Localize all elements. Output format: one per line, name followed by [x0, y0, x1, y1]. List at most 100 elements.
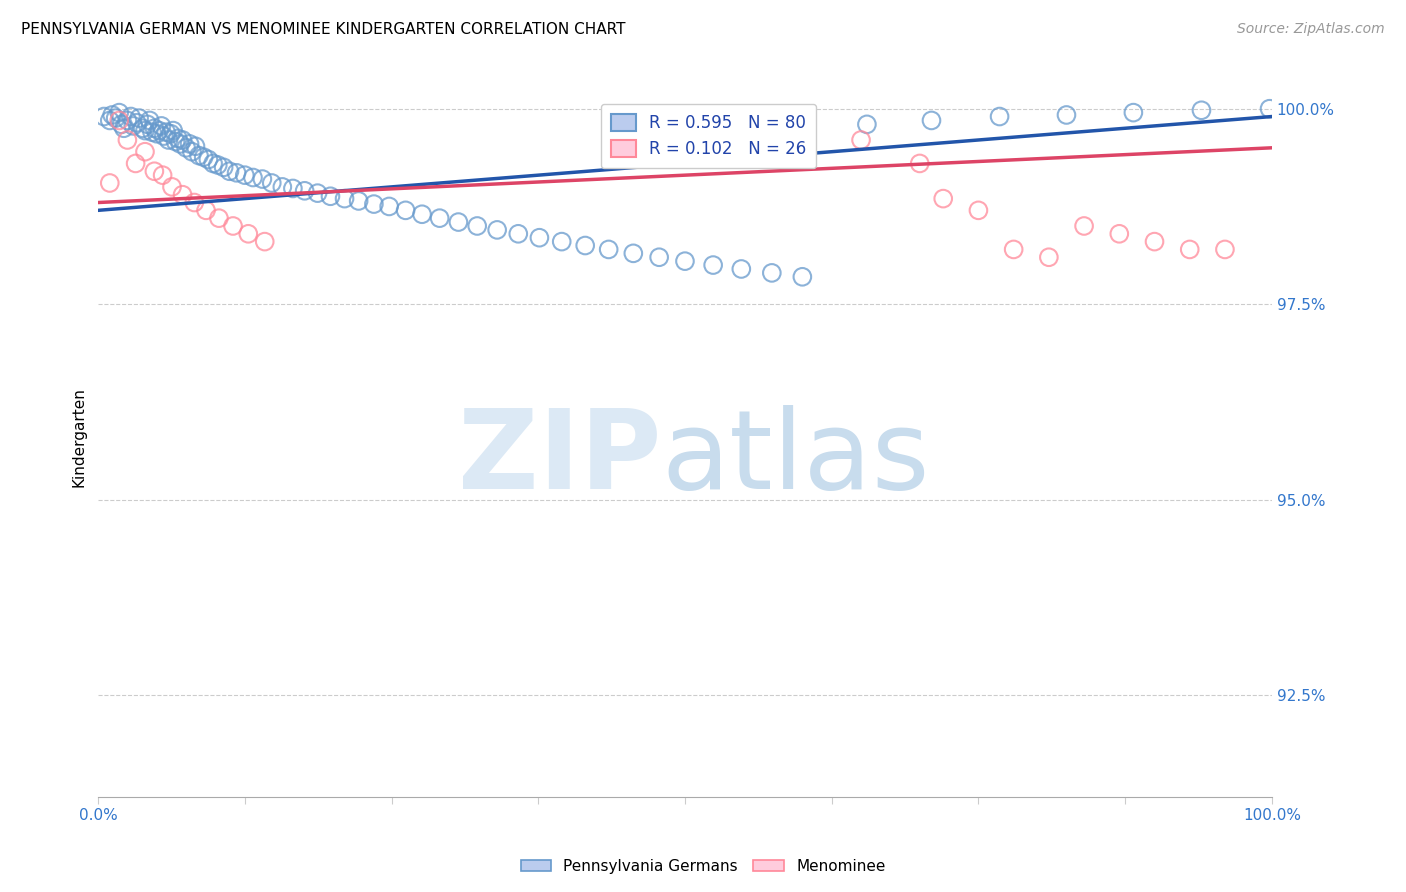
Point: [908, 156, 931, 170]
Point: [252, 172, 274, 186]
Point: [792, 269, 814, 284]
Point: [378, 199, 401, 213]
Legend: R = 0.595   N = 80, R = 0.102   N = 26: R = 0.595 N = 80, R = 0.102 N = 26: [600, 103, 817, 169]
Point: [143, 121, 166, 136]
Point: [1122, 105, 1144, 120]
Point: [218, 164, 240, 178]
Point: [117, 133, 139, 147]
Point: [162, 123, 184, 137]
Point: [1213, 243, 1236, 257]
Point: [849, 133, 872, 147]
Point: [138, 113, 160, 128]
Point: [134, 145, 156, 159]
Point: [242, 170, 264, 185]
Point: [159, 127, 181, 141]
Point: [1108, 227, 1130, 241]
Point: [921, 113, 943, 128]
Point: [1038, 250, 1060, 264]
Point: [131, 121, 153, 136]
Point: [347, 194, 370, 208]
Point: [271, 180, 294, 194]
Point: [551, 235, 574, 249]
Point: [207, 158, 229, 172]
Point: [150, 119, 173, 133]
Point: [141, 125, 163, 139]
Point: [621, 246, 644, 260]
Point: [307, 186, 329, 201]
Point: [172, 133, 194, 147]
Point: [160, 180, 183, 194]
Point: [181, 145, 204, 159]
Point: [856, 117, 879, 131]
Point: [212, 161, 235, 175]
Point: [197, 153, 219, 167]
Point: [465, 219, 488, 233]
Point: [167, 131, 190, 145]
Legend: Pennsylvania Germans, Menominee: Pennsylvania Germans, Menominee: [515, 853, 891, 880]
Point: [702, 258, 724, 272]
Point: [222, 219, 245, 233]
Point: [136, 117, 159, 131]
Point: [101, 108, 124, 122]
Point: [145, 127, 167, 141]
Point: [93, 110, 115, 124]
Point: [183, 195, 205, 210]
Point: [98, 113, 121, 128]
Point: [152, 168, 174, 182]
Y-axis label: Kindergarten: Kindergarten: [72, 387, 86, 487]
Point: [1191, 103, 1213, 118]
Point: [122, 119, 145, 133]
Point: [598, 243, 620, 257]
Point: [125, 116, 148, 130]
Point: [124, 156, 146, 170]
Point: [761, 266, 783, 280]
Point: [319, 189, 342, 203]
Point: [169, 136, 191, 151]
Point: [1056, 108, 1078, 122]
Point: [188, 148, 211, 162]
Point: [429, 211, 451, 226]
Point: [143, 164, 166, 178]
Point: [932, 192, 955, 206]
Point: [447, 215, 470, 229]
Point: [108, 113, 131, 128]
Point: [294, 184, 316, 198]
Point: [195, 203, 218, 218]
Point: [988, 110, 1011, 124]
Point: [174, 141, 197, 155]
Point: [730, 262, 752, 277]
Point: [574, 238, 596, 252]
Text: atlas: atlas: [661, 405, 929, 512]
Text: PENNSYLVANIA GERMAN VS MENOMINEE KINDERGARTEN CORRELATION CHART: PENNSYLVANIA GERMAN VS MENOMINEE KINDERG…: [21, 22, 626, 37]
Point: [202, 156, 225, 170]
Point: [110, 117, 132, 131]
Point: [363, 197, 385, 211]
Point: [165, 135, 187, 149]
Point: [108, 105, 131, 120]
Point: [193, 150, 215, 164]
Point: [112, 121, 135, 136]
Point: [208, 211, 231, 226]
Point: [394, 203, 416, 218]
Point: [281, 181, 304, 195]
Point: [157, 133, 180, 147]
Point: [134, 123, 156, 137]
Point: [1178, 243, 1201, 257]
Point: [128, 111, 150, 125]
Point: [184, 139, 207, 153]
Text: ZIP: ZIP: [458, 405, 661, 512]
Point: [486, 223, 509, 237]
Point: [967, 203, 990, 218]
Point: [148, 123, 170, 137]
Point: [152, 129, 174, 144]
Point: [120, 110, 142, 124]
Point: [648, 250, 671, 264]
Text: Source: ZipAtlas.com: Source: ZipAtlas.com: [1237, 22, 1385, 37]
Point: [117, 113, 139, 128]
Point: [155, 125, 177, 139]
Point: [1002, 243, 1025, 257]
Point: [233, 168, 256, 182]
Point: [179, 136, 201, 151]
Point: [225, 166, 247, 180]
Point: [172, 187, 194, 202]
